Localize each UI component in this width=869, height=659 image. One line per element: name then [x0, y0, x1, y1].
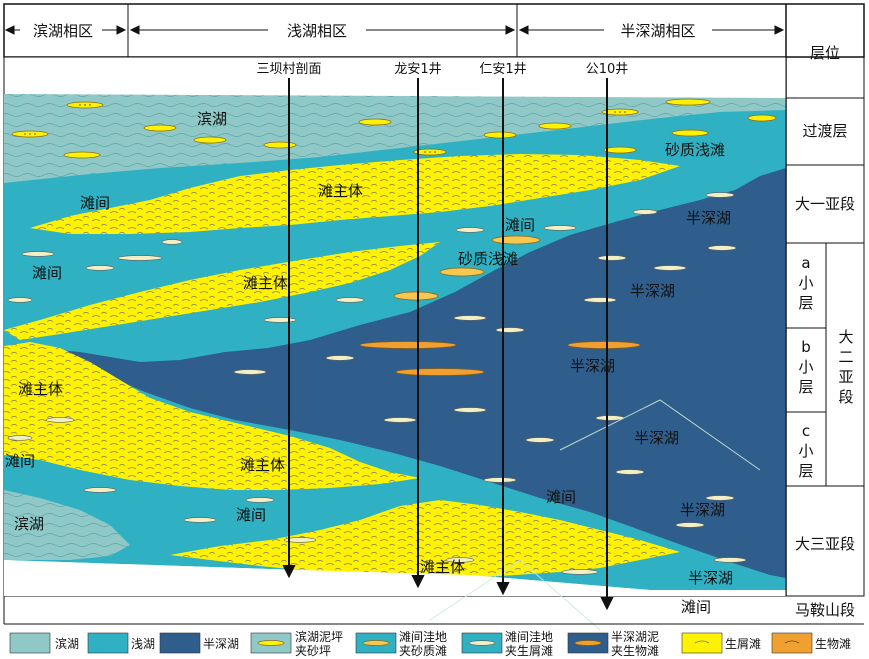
binhu-lenses: [11, 98, 777, 159]
facies-tanzhuti-1: 滩主体: [318, 182, 363, 200]
facies-tanzhuti-3: 滩主体: [18, 380, 63, 398]
layer-maanshan: 马鞍山段: [795, 601, 855, 619]
facies-tanjian-6: 滩间: [236, 506, 266, 524]
legend-nibao: 滨湖泥坪 夹砂坪: [250, 629, 343, 658]
layer-c-letter: c: [802, 422, 810, 440]
layer-daer-3: 亚: [838, 368, 853, 386]
layer-a-letter: a: [801, 254, 810, 272]
facies-tanjian-5: 滩间: [546, 488, 576, 506]
zone-arrows: [4, 25, 785, 35]
wells: [282, 78, 614, 611]
legend-qianhu: 浅湖: [87, 632, 155, 654]
layer-column: [3, 3, 865, 625]
layer-header: 层位: [810, 44, 840, 62]
zone-label-binhu: 滨湖相区: [33, 22, 93, 40]
well-longan-label: 龙安1井: [394, 62, 441, 77]
legend-tanjian-sha-label-1: 滩间洼地: [399, 630, 447, 644]
facies-tanzhuti-2: 滩主体: [243, 274, 288, 292]
legend-nibao-label-1: 滨湖泥坪: [295, 629, 343, 644]
legend-tanjian-sha: 滩间洼地 夹砂质滩: [355, 630, 447, 658]
facies-banshenhu-1: 半深湖: [686, 209, 731, 227]
facies-banshenhu-3: 半深湖: [570, 357, 615, 375]
facies-tanjian-2: 滩间: [505, 216, 535, 234]
legend-bsh-sw-label-2: 夹生物滩: [611, 644, 659, 658]
legend-tanjian-sha-label-2: 夹砂质滩: [399, 644, 447, 658]
facies-shazhi-mid: 砂质浅滩: [458, 250, 518, 268]
facies-binhu-bottom: 滨湖: [14, 515, 44, 533]
legend-shengwu: 生物滩: [771, 632, 851, 654]
well-renan-label: 仁安1井: [479, 62, 526, 77]
layer-daer-1: 大: [838, 328, 853, 346]
layer-dayi: 大一亚段: [795, 195, 855, 213]
zone-label-banshenhu: 半深湖相区: [620, 22, 695, 40]
facies-banshenhu-5: 半深湖: [680, 501, 725, 519]
layer-a-2: 层: [798, 294, 813, 312]
facies-shazhi-top: 砂质浅滩: [665, 141, 725, 159]
layer-guodu: 过渡层: [802, 122, 847, 140]
layer-c-1: 小: [798, 442, 813, 460]
section-body: [3, 56, 787, 631]
legend-banshenhu-label: 半深湖: [203, 636, 239, 651]
facies-banshenhu-2: 半深湖: [630, 282, 675, 300]
facies-tanzhuti-5: 滩主体: [420, 558, 465, 576]
legend-bsh-sw-label-1: 半深湖泥: [611, 629, 659, 644]
legend-tanjian-sx-label-1: 滩间洼地: [505, 630, 553, 644]
legend-shengwu-label: 生物滩: [815, 637, 851, 651]
legend-qianhu-label: 浅湖: [131, 636, 155, 651]
facies-binhu-top: 滨湖: [197, 110, 227, 128]
legend-shengxie-label: 生屑滩: [725, 637, 761, 651]
layer-daer-4: 段: [838, 388, 853, 406]
layer-b-letter: b: [801, 338, 811, 356]
layer-b-1: 小: [798, 358, 813, 376]
legend-tanjian-sx: 滩间洼地 夹生屑滩: [461, 630, 553, 658]
layer-dasan: 大三亚段: [795, 535, 855, 553]
zone-label-qianhu: 浅湖相区: [287, 22, 347, 40]
legend: 滨湖 浅湖 半深湖 滨湖泥坪 夹砂坪 滩间洼地 夹砂质滩 滩间洼地 夹生屑滩: [9, 629, 851, 658]
legend-nibao-label-2: 夹砂坪: [295, 644, 331, 658]
facies-tanjian-4: 滩间: [5, 452, 35, 470]
layer-b-2: 层: [798, 378, 813, 396]
layer-c-2: 层: [798, 462, 813, 480]
facies-labels: 滨湖 砂质浅滩 滩主体 滩间 滩间 半深湖 砂质浅滩 滩间 滩主体 半深湖 半深…: [5, 110, 733, 616]
facies-tanjian-7: 滩间: [681, 598, 711, 616]
layer-daer-2: 二: [838, 348, 853, 366]
legend-banshenhu: 半深湖: [159, 632, 239, 654]
well-sanba-label: 三坝村剖面: [256, 62, 321, 77]
legend-tanjian-sx-label-2: 夹生屑滩: [505, 644, 553, 658]
layer-a-1: 小: [798, 274, 813, 292]
legend-shengxie: 生屑滩: [681, 632, 761, 654]
legend-binhu-label: 滨湖: [55, 636, 79, 651]
legend-binhu: 滨湖: [9, 632, 79, 654]
facies-tanjian-3: 滩间: [32, 264, 62, 282]
facies-banshenhu-6: 半深湖: [688, 569, 733, 587]
facies-tanzhuti-4: 滩主体: [240, 456, 285, 474]
legend-bsh-sw: 半深湖泥 夹生物滩: [567, 629, 659, 658]
facies-tanjian-1: 滩间: [80, 194, 110, 212]
well-gong10-label: 公10井: [586, 62, 629, 77]
facies-banshenhu-4: 半深湖: [634, 429, 679, 447]
shell-lenses: [7, 192, 747, 575]
